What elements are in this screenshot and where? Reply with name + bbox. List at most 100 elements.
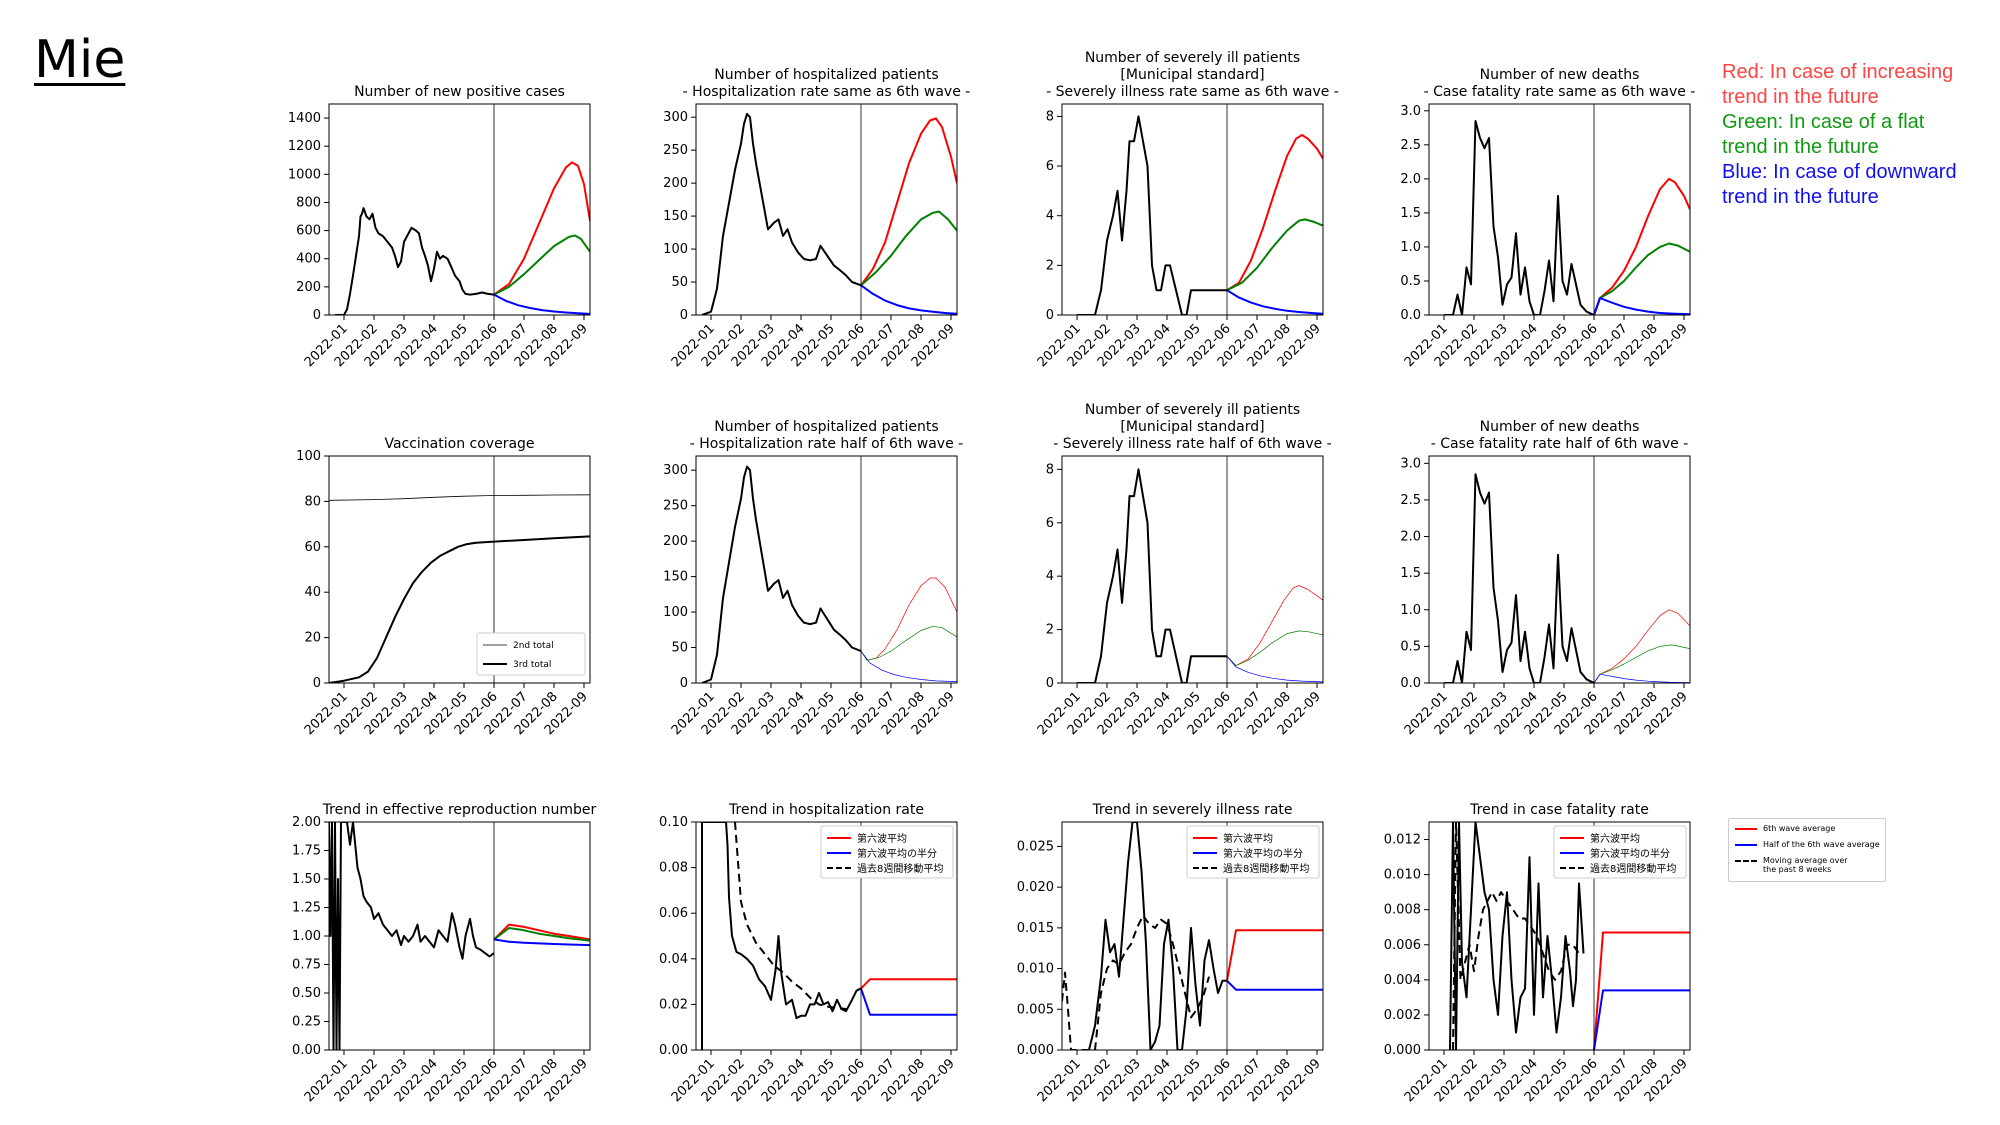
scenario-legend: Red: In case of increasing trend in the … xyxy=(1722,60,1957,210)
chart-title-line: - Severely illness rate half of 6th wave… xyxy=(1053,436,1331,452)
y-tick-label: 0.02 xyxy=(659,997,688,1012)
legend-label-half-6th: Half of the 6th wave average xyxy=(1763,840,1880,849)
y-tick-label: 800 xyxy=(296,195,321,210)
rate-legend-box: 6th wave average Half of the 6th wave av… xyxy=(1728,818,1886,882)
y-tick-label: 1200 xyxy=(288,139,321,154)
y-tick-label: 1.00 xyxy=(292,929,321,944)
series-group xyxy=(701,112,957,315)
y-tick-label: 0.010 xyxy=(1384,868,1421,883)
y-tick-label: 0 xyxy=(1046,676,1054,691)
y-tick-label: 1.5 xyxy=(1400,206,1421,221)
series-line-2 xyxy=(734,822,852,1010)
y-tick-label: 2.0 xyxy=(1400,172,1421,187)
y-tick-label: 300 xyxy=(663,463,688,478)
series-group xyxy=(701,822,957,1050)
y-tick-label: 80 xyxy=(304,494,321,509)
y-tick-label: 150 xyxy=(663,570,688,585)
series-line-3 xyxy=(1593,242,1690,315)
chart-title-line: - Hospitalization rate half of 6th wave … xyxy=(690,436,963,452)
y-tick-label: 0.04 xyxy=(659,952,688,967)
legend-label-6th-avg: 6th wave average xyxy=(1763,824,1836,833)
y-tick-label: 2.5 xyxy=(1400,493,1421,508)
chart-panel-4: Number of new deaths- Case fatality rate… xyxy=(1400,67,1695,370)
y-tick-label: 0.06 xyxy=(659,906,688,921)
y-tick-label: 3.0 xyxy=(1400,456,1421,471)
y-tick-label: 2.0 xyxy=(1400,530,1421,545)
legend-label: 3rd total xyxy=(513,660,551,670)
series-line-3 xyxy=(493,927,590,942)
legend-label: 2nd total xyxy=(513,641,554,651)
series-line-3 xyxy=(1226,630,1323,666)
chart-title-line: Number of new deaths xyxy=(1480,419,1640,435)
y-tick-label: 1.0 xyxy=(1400,603,1421,618)
legend-label: 第六波平均 xyxy=(1223,832,1273,845)
y-tick-label: 0.010 xyxy=(1017,962,1054,977)
y-tick-label: 600 xyxy=(296,224,321,239)
series-line-3 xyxy=(1226,218,1323,292)
y-tick-label: 200 xyxy=(296,280,321,295)
y-tick-label: 0.012 xyxy=(1384,833,1421,848)
chart-panel-5: Vaccination coverage0204060801002022-012… xyxy=(296,436,591,738)
y-tick-label: 1400 xyxy=(288,111,321,126)
series-line-1 xyxy=(329,822,495,1050)
legend-label: 第六波平均の半分 xyxy=(857,847,937,860)
chart-panel-6: Number of hospitalized patients- Hospita… xyxy=(663,419,963,738)
y-tick-label: 2 xyxy=(1046,623,1054,638)
series-line-2 xyxy=(1226,134,1323,292)
series-group xyxy=(1077,115,1323,315)
y-tick-label: 40 xyxy=(304,585,321,600)
y-tick-label: 250 xyxy=(663,143,688,158)
chart-panel-7: Number of severely ill patients[Municipa… xyxy=(1035,402,1332,738)
plot-frame xyxy=(328,103,591,316)
y-tick-label: 200 xyxy=(663,176,688,191)
y-tick-label: 0.000 xyxy=(1384,1043,1421,1058)
y-tick-label: 0.0 xyxy=(1400,676,1421,691)
y-tick-label: 1000 xyxy=(288,167,321,182)
series-group xyxy=(1062,822,1323,1050)
plot-frame xyxy=(695,821,958,1051)
y-tick-label: 0.008 xyxy=(1384,903,1421,918)
legend-note-red: Red: In case of increasing trend in the … xyxy=(1722,61,1954,108)
legend-label: 過去8週間移動平均 xyxy=(857,862,943,875)
chart-panel-3: Number of severely ill patients[Municipa… xyxy=(1035,50,1339,370)
y-tick-label: 8 xyxy=(1046,462,1054,477)
series-line-3 xyxy=(860,978,957,990)
y-tick-label: 1.0 xyxy=(1400,240,1421,255)
y-tick-label: 0.5 xyxy=(1400,274,1421,289)
y-tick-label: 0.75 xyxy=(292,958,321,973)
legend-label: 第六波平均 xyxy=(1590,832,1640,845)
y-tick-label: 0 xyxy=(313,676,321,691)
series-group xyxy=(1449,822,1690,1050)
y-tick-label: 4 xyxy=(1046,209,1054,224)
y-tick-label: 0.004 xyxy=(1384,973,1421,988)
y-tick-label: 0.00 xyxy=(659,1043,688,1058)
chart-title-line: - Hospitalization rate same as 6th wave … xyxy=(683,84,971,100)
y-tick-label: 150 xyxy=(663,209,688,224)
y-tick-label: 1.75 xyxy=(292,844,321,859)
series-line-2 xyxy=(1452,822,1580,1050)
series-line-4 xyxy=(493,293,590,315)
chart-title-line: Number of hospitalized patients xyxy=(714,67,938,83)
y-tick-label: 100 xyxy=(663,242,688,257)
series-line-4 xyxy=(1593,297,1690,315)
series-line-1 xyxy=(335,207,495,315)
series-group xyxy=(329,822,590,1050)
chart-title-line: Number of new positive cases xyxy=(354,84,565,100)
series-line-3 xyxy=(860,210,957,287)
legend-line-moving-avg xyxy=(1735,860,1757,862)
legend-label: 過去8週間移動平均 xyxy=(1223,862,1309,875)
legend-note-blue: Blue: In case of downward trend in the f… xyxy=(1722,161,1957,208)
series-line-4 xyxy=(860,988,957,1016)
y-tick-label: 400 xyxy=(296,252,321,267)
plot-frame xyxy=(1428,821,1691,1051)
y-tick-label: 0 xyxy=(1046,308,1054,323)
y-tick-label: 60 xyxy=(304,540,321,555)
series-line-1 xyxy=(701,112,862,315)
series-line-2 xyxy=(493,923,590,941)
y-tick-label: 0.5 xyxy=(1400,639,1421,654)
y-tick-label: 0.000 xyxy=(1017,1043,1054,1058)
chart-panel-8: Number of new deaths- Case fatality rate… xyxy=(1400,419,1691,738)
y-tick-label: 2.5 xyxy=(1400,138,1421,153)
y-tick-label: 0.00 xyxy=(292,1043,321,1058)
legend-line-half-6th xyxy=(1735,844,1757,846)
